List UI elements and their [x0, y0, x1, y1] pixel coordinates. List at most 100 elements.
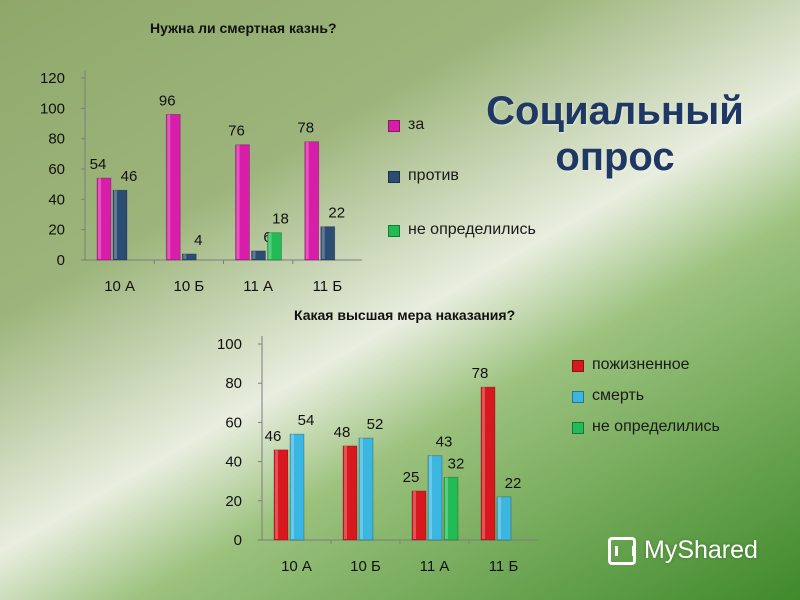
- bar-highlight: [360, 438, 363, 539]
- bar-highlight: [413, 491, 416, 539]
- data-label: 54: [298, 412, 315, 429]
- watermark-logo: MyShared: [608, 536, 758, 565]
- bar: [96, 177, 112, 261]
- data-label: 4: [194, 232, 202, 249]
- bar: [181, 253, 197, 261]
- watermark-text: MyShared: [644, 536, 758, 564]
- data-label: 48: [334, 424, 351, 441]
- bar: [165, 114, 181, 261]
- bar-highlight: [429, 455, 432, 539]
- y-tick-label: 60: [225, 414, 242, 431]
- data-label: 43: [436, 434, 453, 451]
- data-label: 78: [472, 365, 489, 382]
- bar-highlight: [167, 114, 171, 260]
- legend-swatch: [572, 391, 584, 403]
- bar: [342, 445, 358, 541]
- x-tick-label: 11 А: [243, 278, 273, 295]
- legend-item-protiv: против: [388, 167, 538, 185]
- legend-item-undecided: не определились: [388, 218, 538, 242]
- bar: [480, 386, 496, 541]
- legend-swatch: [388, 120, 400, 132]
- presentation-icon: [608, 536, 636, 565]
- x-tick-label: 11 А: [420, 558, 450, 575]
- legend-label: за: [408, 116, 425, 133]
- y-tick-label: 60: [48, 161, 65, 178]
- y-tick-label: 20: [48, 222, 65, 239]
- bar: [112, 189, 128, 261]
- bar: [496, 496, 512, 541]
- data-label: 76: [228, 123, 245, 140]
- y-tick-label: 80: [48, 131, 65, 148]
- x-tick-label: 10 Б: [350, 558, 381, 575]
- slide-title: Социальный опрос: [486, 89, 744, 179]
- chart1-title: Нужна ли смертная казнь?: [150, 20, 337, 36]
- bar: [304, 141, 320, 261]
- legend-item-za: за: [388, 116, 538, 134]
- legend-item-death: смерть: [572, 387, 772, 405]
- legend-item-undecided: не определились: [572, 418, 772, 436]
- data-label: 54: [90, 156, 107, 173]
- data-label: 25: [403, 469, 420, 486]
- legend-item-lifetime: пожизненное: [572, 356, 772, 374]
- y-tick-label: 40: [225, 454, 242, 471]
- bar: [443, 476, 459, 541]
- chart1-legend: за против не определились: [388, 116, 538, 242]
- bar-highlight: [305, 141, 309, 259]
- legend-swatch: [572, 360, 584, 372]
- bar: [235, 144, 250, 261]
- data-label: 32: [448, 455, 465, 472]
- bar: [411, 490, 427, 541]
- y-tick-label: 100: [217, 336, 242, 353]
- legend-swatch: [388, 171, 400, 183]
- y-tick-label: 40: [48, 191, 65, 208]
- data-label: 18: [272, 211, 289, 228]
- legend-label: пожизненное: [592, 356, 690, 373]
- bar-highlight: [236, 144, 240, 259]
- bar-highlight: [321, 226, 325, 259]
- bar-highlight: [275, 449, 278, 539]
- bar: [427, 455, 443, 541]
- y-tick-label: 20: [225, 493, 242, 510]
- bar-highlight: [268, 232, 272, 259]
- data-label: 78: [297, 120, 314, 137]
- chart2-title: Какая высшая мера наказания?: [294, 307, 516, 323]
- y-tick-label: 120: [40, 70, 65, 87]
- y-tick-label: 0: [57, 252, 65, 269]
- y-tick-label: 0: [234, 532, 242, 549]
- bar-highlight: [114, 190, 117, 259]
- legend-swatch: [572, 422, 584, 434]
- bar-highlight: [445, 477, 448, 539]
- legend-label: смерть: [592, 387, 645, 404]
- bar: [320, 226, 336, 261]
- x-tick-label: 11 Б: [489, 558, 519, 575]
- y-tick-label: 80: [225, 375, 242, 392]
- bar-highlight: [291, 434, 294, 539]
- x-tick-label: 11 Б: [313, 278, 343, 295]
- y-tick-label: 100: [40, 100, 65, 117]
- data-label: 96: [159, 92, 176, 109]
- x-tick-label: 10 А: [281, 558, 312, 575]
- data-label: 46: [265, 428, 282, 445]
- data-label: 22: [505, 475, 522, 492]
- data-label: 22: [328, 205, 345, 222]
- bar: [289, 433, 305, 541]
- data-label: 46: [121, 168, 138, 185]
- bar-highlight: [482, 387, 485, 539]
- x-tick-label: 10 Б: [174, 278, 205, 295]
- bar: [251, 250, 266, 261]
- data-label: 52: [367, 416, 384, 433]
- x-tick-label: 10 А: [104, 278, 135, 295]
- bar-highlight: [98, 178, 101, 259]
- legend-label: не определились: [592, 418, 720, 435]
- bar: [267, 232, 282, 261]
- legend-swatch: [388, 225, 400, 237]
- legend-label: против: [408, 167, 459, 184]
- bar-highlight: [344, 445, 347, 539]
- bar-highlight: [498, 496, 501, 539]
- bar-highlight: [252, 250, 256, 259]
- legend-label: не определились: [408, 221, 536, 238]
- chart2-legend: пожизненное смерть не определились: [572, 356, 772, 436]
- bar: [358, 437, 374, 541]
